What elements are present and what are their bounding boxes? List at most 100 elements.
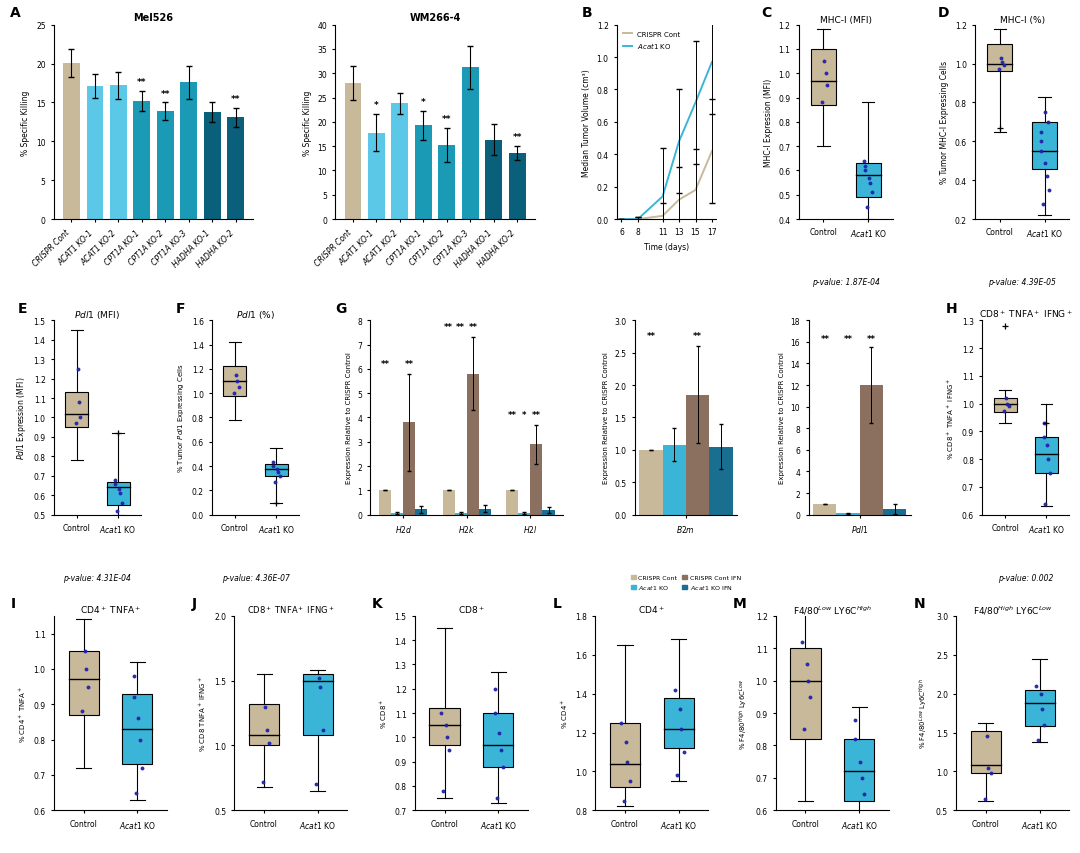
Text: **: ** bbox=[647, 331, 656, 340]
Text: E: E bbox=[17, 301, 27, 316]
Text: **: ** bbox=[231, 95, 241, 104]
Title: MHC-I (MFI): MHC-I (MFI) bbox=[820, 16, 872, 25]
Text: **: ** bbox=[821, 334, 829, 344]
Text: **: ** bbox=[693, 331, 702, 340]
Bar bbox=[134, 102, 150, 220]
Bar bbox=[345, 84, 362, 220]
Text: **: ** bbox=[444, 322, 454, 332]
Bar bbox=[1035, 438, 1058, 473]
Title: CD4$^+$ TNFA$^+$: CD4$^+$ TNFA$^+$ bbox=[80, 604, 141, 615]
Bar bbox=[610, 723, 640, 787]
Bar bbox=[483, 713, 513, 767]
Title: F4/80$^{Low}$ LY6C$^{High}$: F4/80$^{Low}$ LY6C$^{High}$ bbox=[793, 603, 872, 616]
Text: C: C bbox=[761, 6, 771, 20]
Bar bbox=[391, 514, 403, 515]
Legend: CRISPR Cont, $\it{Acat1}$ KO: CRISPR Cont, $\it{Acat1}$ KO bbox=[620, 29, 683, 54]
Bar bbox=[122, 693, 152, 764]
Title: CD8$^+$ TNFA$^+$ IFNG$^+$: CD8$^+$ TNFA$^+$ IFNG$^+$ bbox=[247, 604, 335, 615]
Bar bbox=[860, 386, 883, 515]
Bar bbox=[204, 113, 220, 220]
Bar bbox=[1025, 690, 1055, 727]
Y-axis label: Expression Relative to CRISPR Control: Expression Relative to CRISPR Control bbox=[603, 352, 609, 484]
Bar bbox=[485, 141, 502, 220]
Title: $\it{Pdl1}$ (%): $\it{Pdl1}$ (%) bbox=[237, 309, 275, 321]
Text: **: ** bbox=[380, 359, 390, 368]
Bar bbox=[530, 444, 542, 515]
Bar bbox=[837, 514, 860, 515]
Bar bbox=[478, 509, 491, 515]
Bar bbox=[710, 447, 732, 515]
Text: N: N bbox=[914, 597, 926, 611]
Bar bbox=[518, 514, 530, 515]
Text: **: ** bbox=[405, 359, 414, 368]
Text: p-value: 4.31E-04: p-value: 4.31E-04 bbox=[64, 573, 132, 583]
Bar bbox=[509, 154, 526, 220]
Y-axis label: % Specific Killing: % Specific Killing bbox=[22, 90, 30, 155]
Text: **: ** bbox=[161, 90, 170, 98]
Bar bbox=[883, 509, 906, 515]
Title: F4/80$^{High}$ LY6C$^{Low}$: F4/80$^{High}$ LY6C$^{Low}$ bbox=[973, 603, 1053, 616]
Text: *: * bbox=[374, 102, 379, 110]
Y-axis label: MHC-I Expression (MFI): MHC-I Expression (MFI) bbox=[764, 78, 773, 167]
Bar bbox=[265, 464, 288, 476]
Bar bbox=[302, 675, 333, 735]
Bar bbox=[63, 64, 80, 220]
Text: **: ** bbox=[456, 322, 465, 332]
Bar bbox=[403, 423, 416, 515]
Text: *: * bbox=[522, 410, 527, 419]
X-axis label: Time (days): Time (days) bbox=[644, 243, 689, 252]
Text: p-value: 0.002: p-value: 0.002 bbox=[998, 573, 1053, 583]
Bar bbox=[391, 104, 408, 220]
Bar bbox=[663, 698, 693, 748]
Text: **: ** bbox=[469, 322, 477, 332]
Text: D: D bbox=[937, 6, 949, 20]
Bar bbox=[971, 731, 1001, 773]
Text: B: B bbox=[582, 6, 593, 20]
Text: *: * bbox=[421, 98, 426, 107]
Bar bbox=[227, 118, 244, 220]
Text: **: ** bbox=[508, 410, 516, 419]
Title: CD8$^+$ TNFA$^+$ IFNG$^+$: CD8$^+$ TNFA$^+$ IFNG$^+$ bbox=[978, 309, 1072, 320]
Y-axis label: % Tumor $\it{Pdl1}$ Expressing Cells: % Tumor $\it{Pdl1}$ Expressing Cells bbox=[176, 363, 186, 473]
Bar bbox=[379, 490, 391, 515]
Bar bbox=[1032, 123, 1057, 170]
Bar bbox=[110, 86, 126, 220]
Text: M: M bbox=[733, 597, 746, 611]
Bar bbox=[462, 68, 478, 220]
Text: I: I bbox=[11, 597, 16, 611]
Y-axis label: % CD4$^+$: % CD4$^+$ bbox=[559, 698, 569, 728]
Bar bbox=[430, 708, 460, 745]
Text: G: G bbox=[336, 301, 347, 316]
Text: **: ** bbox=[532, 410, 541, 419]
Y-axis label: % CD4$^+$ TNFA$^+$: % CD4$^+$ TNFA$^+$ bbox=[17, 685, 28, 742]
Title: WM266-4: WM266-4 bbox=[409, 14, 461, 23]
Y-axis label: % F4/80$^{High}$ Ly6C$^{Low}$: % F4/80$^{High}$ Ly6C$^{Low}$ bbox=[738, 677, 750, 749]
Y-axis label: % CD8$^+$ TNFA$^+$ IFNG$^+$: % CD8$^+$ TNFA$^+$ IFNG$^+$ bbox=[946, 377, 957, 459]
Y-axis label: $\it{Pdl1}$ Expression (MFI): $\it{Pdl1}$ Expression (MFI) bbox=[15, 376, 28, 460]
Bar bbox=[224, 367, 246, 396]
Bar bbox=[639, 450, 663, 515]
Bar bbox=[845, 740, 874, 801]
Text: p-value: 4.39E-05: p-value: 4.39E-05 bbox=[988, 278, 1056, 287]
Bar bbox=[813, 504, 837, 515]
Text: p-value: 4.36E-07: p-value: 4.36E-07 bbox=[221, 573, 289, 583]
Y-axis label: % CD8$^+$: % CD8$^+$ bbox=[379, 698, 389, 728]
Y-axis label: % Specific Killing: % Specific Killing bbox=[302, 90, 312, 155]
Text: F: F bbox=[176, 301, 185, 316]
Title: CD4$^+$: CD4$^+$ bbox=[638, 604, 665, 615]
Text: p-value: 1.87E-04: p-value: 1.87E-04 bbox=[812, 278, 880, 287]
Text: J: J bbox=[191, 597, 197, 611]
Text: **: ** bbox=[867, 334, 876, 344]
Text: L: L bbox=[553, 597, 562, 611]
Y-axis label: Expression Relative to CRISPR Control: Expression Relative to CRISPR Control bbox=[346, 352, 352, 484]
Bar bbox=[65, 392, 89, 427]
Bar bbox=[467, 374, 478, 515]
Bar bbox=[455, 514, 467, 515]
Bar bbox=[438, 146, 455, 220]
Y-axis label: % F4/80$^{Low}$ Ly6C$^{High}$: % F4/80$^{Low}$ Ly6C$^{High}$ bbox=[918, 678, 930, 749]
Bar bbox=[368, 133, 384, 220]
Bar bbox=[855, 164, 881, 198]
Bar bbox=[107, 482, 130, 505]
Bar bbox=[415, 126, 432, 220]
Title: CD8$^+$: CD8$^+$ bbox=[458, 604, 485, 615]
